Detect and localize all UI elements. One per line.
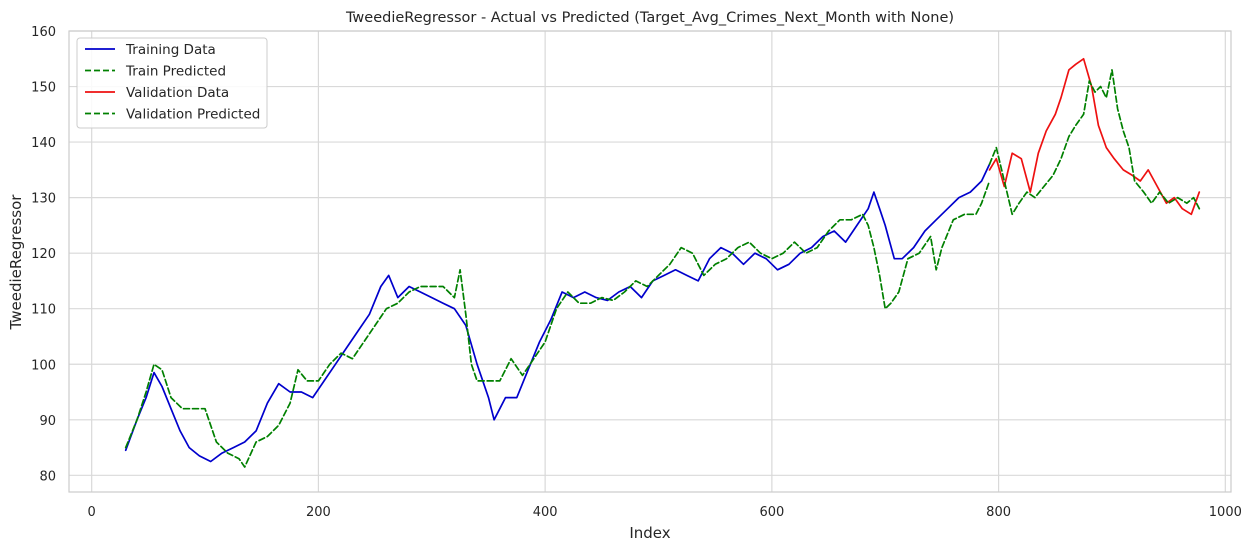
- y-tick-label: 120: [31, 247, 56, 262]
- y-tick-label: 100: [31, 358, 56, 373]
- legend-label: Validation Predicted: [126, 107, 260, 123]
- x-tick-label: 400: [533, 505, 558, 520]
- y-tick-label: 110: [31, 303, 56, 318]
- y-tick-label: 150: [31, 81, 56, 96]
- legend-box: [76, 37, 268, 129]
- series-line-1: [124, 180, 991, 468]
- y-axis-label: TweedieRegressor: [7, 194, 25, 331]
- series-line-0: [124, 163, 991, 463]
- plot-series: [124, 57, 1201, 468]
- y-tick-label: 140: [31, 136, 56, 151]
- legend-label: Validation Data: [126, 85, 229, 101]
- series-line-3: [988, 69, 1201, 216]
- y-tick-label: 130: [31, 192, 56, 207]
- y-tick-label: 90: [39, 414, 56, 429]
- legend: Training Data Train Predicted Validation D…: [76, 37, 268, 129]
- x-tick-label: 200: [306, 505, 331, 520]
- y-tick-label: 160: [31, 25, 56, 40]
- axis-ticks: 0 200 400 600 800 1000 80 90 100 110 120 130 140 150 1…: [31, 25, 1241, 520]
- x-tick-label: 0: [88, 505, 96, 520]
- x-axis-label: Index: [629, 524, 670, 542]
- x-tick-label: 800: [986, 505, 1011, 520]
- plot-frame: [68, 30, 1232, 493]
- chart-title: TweedieRegressor - Actual vs Predicted (…: [345, 10, 954, 26]
- x-tick-label: 600: [759, 505, 784, 520]
- legend-label: Train Predicted: [125, 64, 226, 80]
- y-tick-label: 80: [39, 469, 56, 484]
- x-tick-label: 1000: [1209, 505, 1241, 520]
- legend-label: Training Data: [125, 42, 216, 58]
